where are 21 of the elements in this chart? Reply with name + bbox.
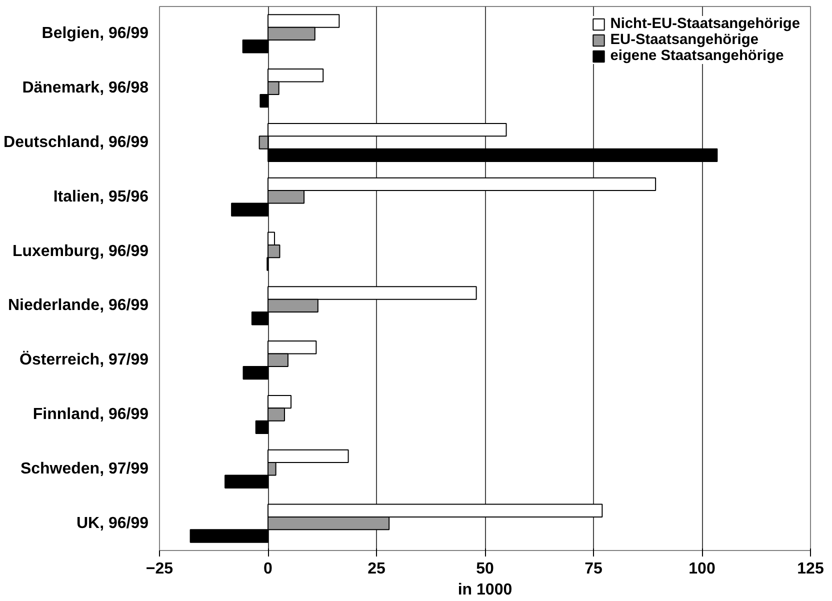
x-tick-label: 25 <box>368 560 386 578</box>
legend-label: Nicht-EU-Staatsangehörige <box>610 16 800 32</box>
y-tick-label: Luxemburg, 96/99 <box>12 242 149 260</box>
x-tick-label: 125 <box>797 560 824 578</box>
x-tick-label: 50 <box>476 560 494 578</box>
y-tick-label: Deutschland, 96/99 <box>4 134 149 151</box>
y-tick-label: Österreich, 97/99 <box>20 350 149 369</box>
legend-label: EU-Staatsangehörige <box>610 32 758 48</box>
y-tick-label: Schweden, 97/99 <box>20 460 149 478</box>
y-tick-label: Dänemark, 96/98 <box>22 80 149 97</box>
x-tick-label: 0 <box>264 560 273 578</box>
y-tick-label: Niederlande, 96/99 <box>8 297 149 314</box>
y-tick-label: Finnland, 96/99 <box>32 406 149 423</box>
x-tick-label: −25 <box>146 560 174 578</box>
x-tick-label: 100 <box>688 560 716 578</box>
x-tick-label: 75 <box>584 560 602 578</box>
legend-label: eigene Staatsangehörige <box>610 48 784 64</box>
x-axis-title: in 1000 <box>458 582 512 598</box>
y-tick-label: UK, 96/99 <box>76 514 149 532</box>
y-tick-label: Italien, 95/96 <box>53 188 149 206</box>
y-tick-label: Belgien, 96/99 <box>42 25 149 42</box>
